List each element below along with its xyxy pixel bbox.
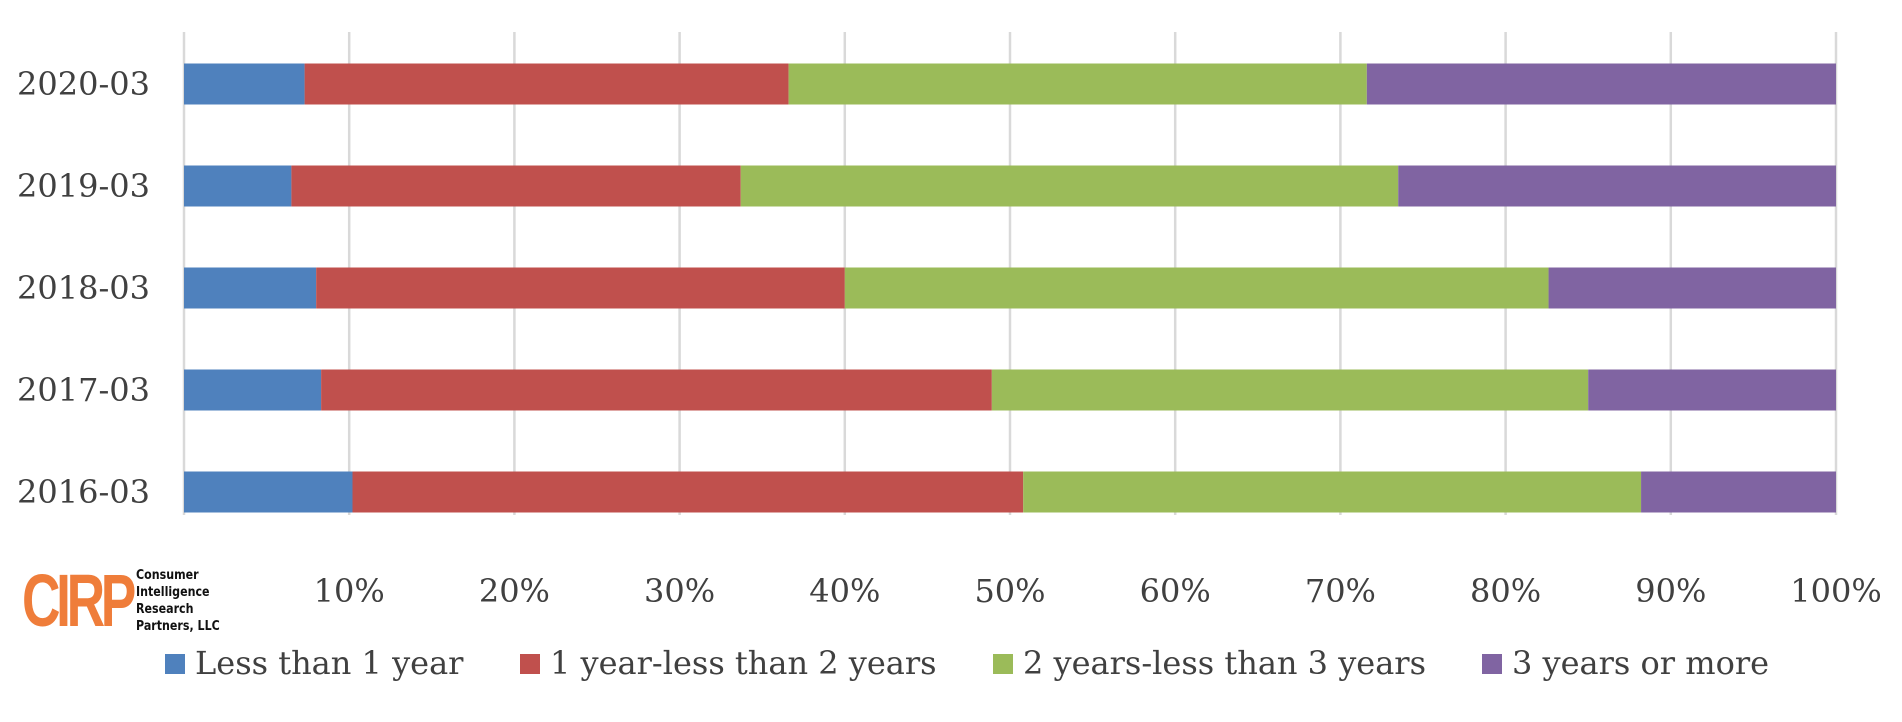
x-tick-label: 40% [809,572,880,610]
legend-swatch [1482,654,1502,674]
x-tick-label: 10% [314,572,385,610]
bar-segment [184,63,305,105]
x-tick-label: 90% [1635,572,1706,610]
x-tick-label: 60% [1140,572,1211,610]
legend-swatch [993,654,1013,674]
legend-label: Less than 1 year [195,644,464,682]
x-tick-label: 70% [1305,572,1376,610]
bar-segment [316,267,845,309]
x-tick-label: 100% [1790,572,1881,610]
category-label: 2020-03 [17,65,150,103]
bar-segment [1023,471,1642,513]
bar-segment [184,369,322,411]
bar-segment [1398,165,1836,207]
bar-segment [321,369,992,411]
cirp-logo: CIRP Consumer Intelligence Research Part… [22,559,242,642]
bar-segment [352,471,1024,513]
logo-mark: CIRP [22,559,136,642]
logo-company-name: Consumer Intelligence Research Partners,… [136,567,220,634]
legend: Less than 1 year 1 year-less than 2 years… [165,644,1769,682]
bar-segment [788,63,1367,105]
bar-segment [844,267,1549,309]
category-label: 2017-03 [17,371,150,409]
x-tick-label: 80% [1470,572,1541,610]
bar-segment [291,165,741,207]
category-label: 2018-03 [17,269,150,307]
bar-segment [304,63,789,105]
category-label: 2019-03 [17,167,150,205]
bar-segment [184,267,317,309]
category-labels: 2020-03 2019-03 2018-03 2017-03 2016-03 [17,65,150,511]
legend-swatch [520,654,540,674]
bar-segment [740,165,1399,207]
x-tick-label: 50% [974,572,1045,610]
legend-label: 2 years-less than 3 years [1023,644,1426,682]
x-tick-label: 20% [479,572,550,610]
bars [184,63,1836,513]
legend-swatch [165,654,185,674]
bar-segment [1588,369,1836,411]
bar-segment [1548,267,1836,309]
bar-segment [184,471,353,513]
legend-label: 3 years or more [1512,644,1769,682]
bar-segment [991,369,1589,411]
bar-segment [1641,471,1836,513]
category-label: 2016-03 [17,473,150,511]
bar-segment [1366,63,1836,105]
x-tick-label: 30% [644,572,715,610]
bar-segment [184,165,292,207]
legend-label: 1 year-less than 2 years [550,644,937,682]
x-tick-labels: 10% 20% 30% 40% 50% 60% 70% 80% 90% 100% [314,572,1882,610]
